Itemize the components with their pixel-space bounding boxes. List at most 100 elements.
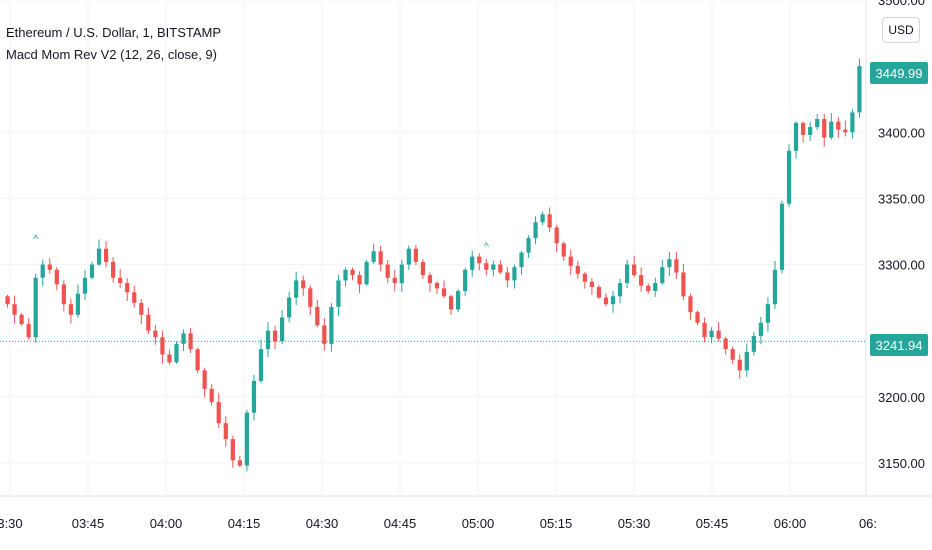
candle-up [258, 349, 264, 381]
last-price-label: 3449.99 [870, 62, 928, 84]
candle-down [167, 354, 172, 363]
candle-up [610, 296, 616, 305]
candle-up [82, 277, 88, 294]
line-price-label: 3241.94 [870, 334, 928, 356]
candle-up [33, 277, 38, 338]
candle-down [223, 423, 228, 440]
candle-down [26, 324, 31, 338]
indicator-legend[interactable]: Macd Mom Rev V2 (12, 26, close, 9) [6, 47, 217, 62]
candle-down [603, 297, 609, 305]
signal-marker: ^ [484, 241, 490, 253]
candle-up [251, 380, 257, 413]
candle-down [596, 287, 602, 298]
time-tick-label: 3:30 [0, 516, 23, 531]
candle-down [484, 263, 489, 270]
candle-down [554, 227, 559, 244]
price-tick-label: 3200.00 [878, 390, 925, 405]
candle-down [209, 388, 214, 403]
time-tick-label: 05:45 [696, 516, 729, 531]
candle-up [244, 412, 250, 466]
candle-up [540, 214, 545, 223]
candle-up [75, 293, 81, 315]
time-tick-label: 04:30 [306, 516, 339, 531]
candle-down [385, 264, 390, 278]
candle-up [329, 306, 334, 344]
candle-down [498, 264, 503, 273]
candle-up [406, 248, 411, 265]
candle-down [195, 349, 200, 371]
candle-down [427, 275, 433, 284]
candle-down [378, 251, 383, 265]
candle-down [68, 304, 73, 315]
candle-down [843, 129, 848, 133]
time-tick-label: 04:15 [228, 516, 261, 531]
candle-down [202, 370, 207, 389]
candle-up [624, 264, 630, 284]
price-tick-label: 3300.00 [878, 258, 925, 273]
candle-up [808, 126, 813, 135]
price-tick-label: 3350.00 [878, 191, 925, 206]
chart-grid [0, 0, 869, 496]
candle-up [470, 256, 475, 270]
candle-up [815, 119, 820, 127]
candle-up [758, 322, 763, 336]
candle-up [371, 251, 376, 262]
time-tick-label: 05:15 [540, 516, 573, 531]
candle-down [477, 256, 482, 264]
candle-up [336, 280, 341, 307]
candle-down [357, 275, 362, 285]
candle-down [702, 322, 707, 338]
price-axis-labels: 3500.00 3400.00 3350.00 3300.00 3200.00 3150.… [878, 0, 925, 471]
candle-up [519, 252, 524, 268]
candle-down [103, 248, 109, 262]
candle-down [505, 272, 510, 281]
candle-up [456, 290, 461, 310]
candle-down [681, 272, 686, 297]
candle-down [118, 277, 123, 284]
candle-down [111, 261, 116, 278]
candle-up [287, 297, 292, 318]
time-tick-label: 06:00 [774, 516, 807, 531]
candle-up [786, 150, 792, 204]
candle-up [399, 264, 404, 284]
candle-down [146, 314, 151, 331]
candle-down [139, 302, 144, 315]
candle-up [857, 66, 862, 113]
signal-markers: ^^^^^^ [33, 223, 785, 431]
candle-up [829, 121, 834, 138]
time-tick-label: 04:45 [384, 516, 417, 531]
candle-up [89, 264, 95, 278]
candle-down [801, 123, 806, 135]
candle-up [181, 333, 186, 344]
candle-down [322, 325, 327, 344]
candle-down [441, 288, 447, 297]
candle-down [125, 283, 130, 293]
candle-down [188, 333, 193, 350]
time-tick-label: 05:30 [618, 516, 651, 531]
candle-up [772, 269, 778, 305]
candle-up [463, 269, 468, 291]
candle-up [653, 283, 658, 291]
price-tick-label: 3150.00 [878, 456, 925, 471]
candle-down [547, 214, 552, 228]
candle-up [850, 112, 855, 133]
candle-up [294, 280, 299, 298]
candle-down [420, 261, 426, 276]
signal-marker: ^ [779, 223, 785, 235]
symbol-legend[interactable]: Ethereum / U.S. Dollar, 1, BITSTAMP [6, 25, 222, 40]
candle-down [688, 296, 693, 313]
time-tick-label: 05:00 [462, 516, 495, 531]
candle-up [526, 238, 531, 253]
candle-up [279, 317, 285, 342]
candle-down [836, 121, 841, 130]
candle-down [54, 269, 59, 285]
currency-button[interactable]: USD [882, 17, 920, 43]
candle-down [434, 283, 440, 289]
candle-down [5, 296, 10, 305]
candle-down [47, 264, 52, 270]
candle-down [568, 256, 573, 266]
candle-up [343, 269, 348, 281]
time-axis-labels[interactable]: 3:30 03:45 04:00 04:15 04:30 04:45 05:00 05:15 0… [0, 516, 877, 531]
signal-marker: ^ [244, 419, 250, 431]
